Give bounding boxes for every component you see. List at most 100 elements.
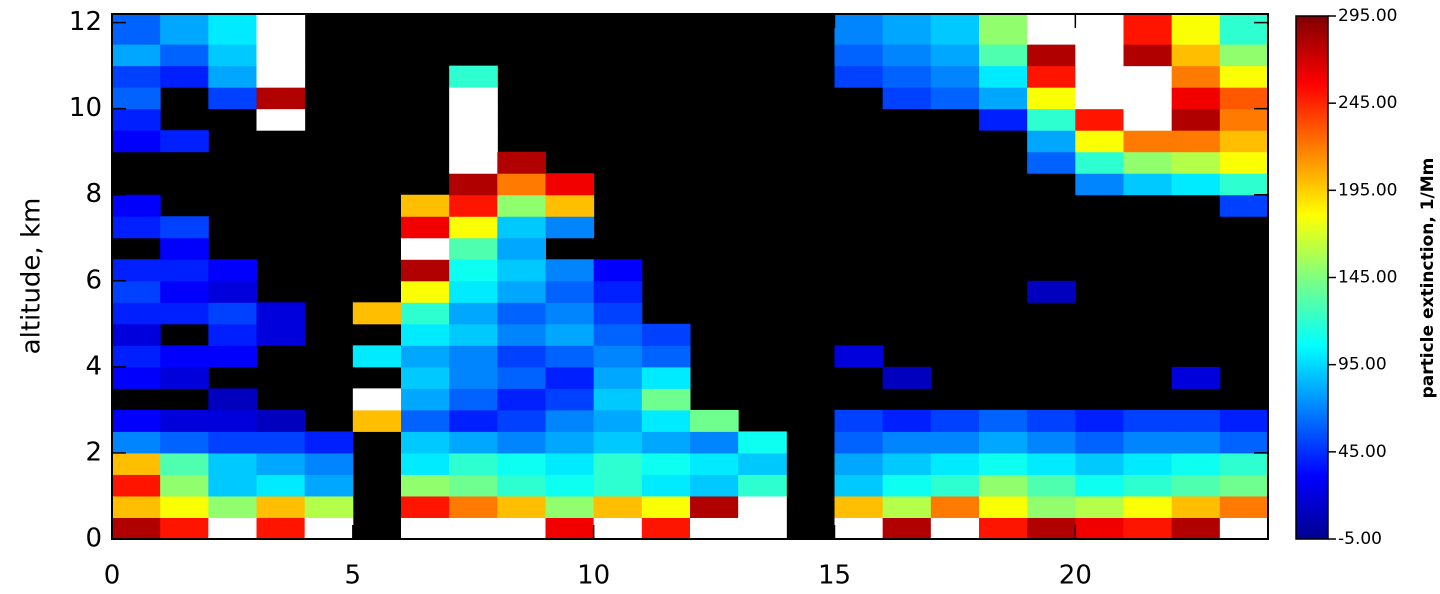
heatmap-cell: [1123, 65, 1173, 88]
heatmap-cell: [930, 44, 980, 67]
heatmap-cell: [545, 366, 595, 389]
heatmap-cell: [449, 259, 498, 282]
heatmap-cell: [930, 409, 980, 432]
heatmap-cell: [160, 517, 209, 540]
heatmap-cell: [1219, 130, 1269, 153]
colorbar-label: particle extinction, 1/Mm: [1418, 158, 1438, 399]
heatmap-cell: [112, 280, 161, 303]
heatmap-cell: [1123, 87, 1173, 110]
heatmap-cell: [979, 65, 1028, 88]
heatmap-cell: [1219, 409, 1269, 432]
heatmap-cell: [1075, 474, 1124, 497]
y-axis-label: altitude, km: [17, 198, 47, 355]
heatmap-cell: [112, 409, 161, 432]
heatmap-cell: [1171, 452, 1221, 475]
heatmap-cell: [1171, 431, 1221, 454]
heatmap-cell: [449, 194, 498, 217]
heatmap-cell: [1171, 130, 1221, 153]
heatmap-cell: [1027, 130, 1076, 153]
heatmap-cell: [593, 474, 643, 497]
y-tick-label: 6: [85, 265, 102, 295]
heatmap-cell: [112, 44, 161, 67]
heatmap-cell: [738, 517, 787, 540]
heatmap-cell: [401, 495, 450, 518]
heatmap-cell: [304, 517, 354, 540]
heatmap-cell: [979, 495, 1028, 518]
heatmap-cell: [256, 495, 306, 518]
heatmap-cell: [1075, 108, 1124, 131]
heatmap-cell: [593, 366, 643, 389]
heatmap-cell: [1123, 409, 1173, 432]
heatmap-cell: [1075, 14, 1124, 45]
heatmap-cell: [160, 237, 209, 260]
heatmap-cell: [1171, 87, 1221, 110]
heatmap-cell: [497, 409, 546, 432]
heatmap-cell: [449, 366, 498, 389]
heatmap-cell: [545, 216, 595, 239]
heatmap-cell: [1123, 173, 1173, 196]
heatmap-cell: [1075, 173, 1124, 196]
heatmap-cell: [930, 14, 980, 45]
heatmap-cell: [834, 431, 884, 454]
heatmap-cell: [593, 302, 643, 325]
heatmap-cell: [112, 130, 161, 153]
heatmap-cell: [979, 431, 1028, 454]
heatmap-cell: [112, 495, 161, 518]
heatmap-cell: [449, 130, 498, 153]
heatmap-cell: [882, 474, 932, 497]
heatmap-cell: [690, 452, 739, 475]
heatmap-cell: [112, 259, 161, 282]
heatmap-cell: [160, 366, 209, 389]
heatmap-cell: [593, 259, 643, 282]
heatmap-cell: [401, 280, 450, 303]
heatmap-cell: [256, 65, 306, 88]
heatmap-cell: [352, 388, 402, 411]
heatmap-cell: [352, 345, 402, 368]
heatmap-cell: [497, 517, 546, 540]
heatmap-cell: [160, 44, 209, 67]
heatmap-cell: [641, 388, 691, 411]
heatmap-cell: [1171, 517, 1221, 540]
heatmap-cell: [160, 280, 209, 303]
heatmap-cell: [1123, 517, 1173, 540]
heatmap-cell: [208, 14, 257, 45]
heatmap-cell: [641, 409, 691, 432]
heatmap-cell: [256, 87, 306, 110]
heatmap-cell: [593, 280, 643, 303]
heatmap-cell: [112, 474, 161, 497]
heatmap-cell: [545, 452, 595, 475]
heatmap-cell: [497, 194, 546, 217]
heatmap-cell: [449, 280, 498, 303]
heatmap-cell: [882, 452, 932, 475]
heatmap-cell: [112, 216, 161, 239]
heatmap-cell: [160, 431, 209, 454]
y-tick-label: 4: [85, 351, 102, 381]
heatmap-cell: [208, 431, 257, 454]
heatmap-cell: [497, 323, 546, 346]
heatmap-cell: [979, 517, 1028, 540]
heatmap-cell: [449, 431, 498, 454]
heatmap-cell: [545, 259, 595, 282]
heatmap-cell: [449, 173, 498, 196]
heatmap-cell: [256, 452, 306, 475]
heatmap-cell: [1027, 431, 1076, 454]
heatmap-cell: [1075, 151, 1124, 174]
heatmap-cell: [1027, 108, 1076, 131]
heatmap-cell: [690, 517, 739, 540]
heatmap-cell: [979, 452, 1028, 475]
heatmap-cell: [256, 108, 306, 131]
heatmap-cell: [1171, 65, 1221, 88]
y-tick-label: 8: [85, 179, 102, 209]
heatmap-cell: [1219, 108, 1269, 131]
heatmap-cell: [834, 495, 884, 518]
heatmap-cell: [401, 216, 450, 239]
heatmap-cell: [304, 474, 354, 497]
heatmap-cell: [497, 151, 546, 174]
heatmap-cell: [738, 495, 787, 518]
heatmap-cell: [256, 431, 306, 454]
heatmap-cell: [1123, 495, 1173, 518]
heatmap-cell: [112, 65, 161, 88]
heatmap-cell: [1171, 366, 1221, 389]
heatmap-cell: [112, 517, 161, 540]
